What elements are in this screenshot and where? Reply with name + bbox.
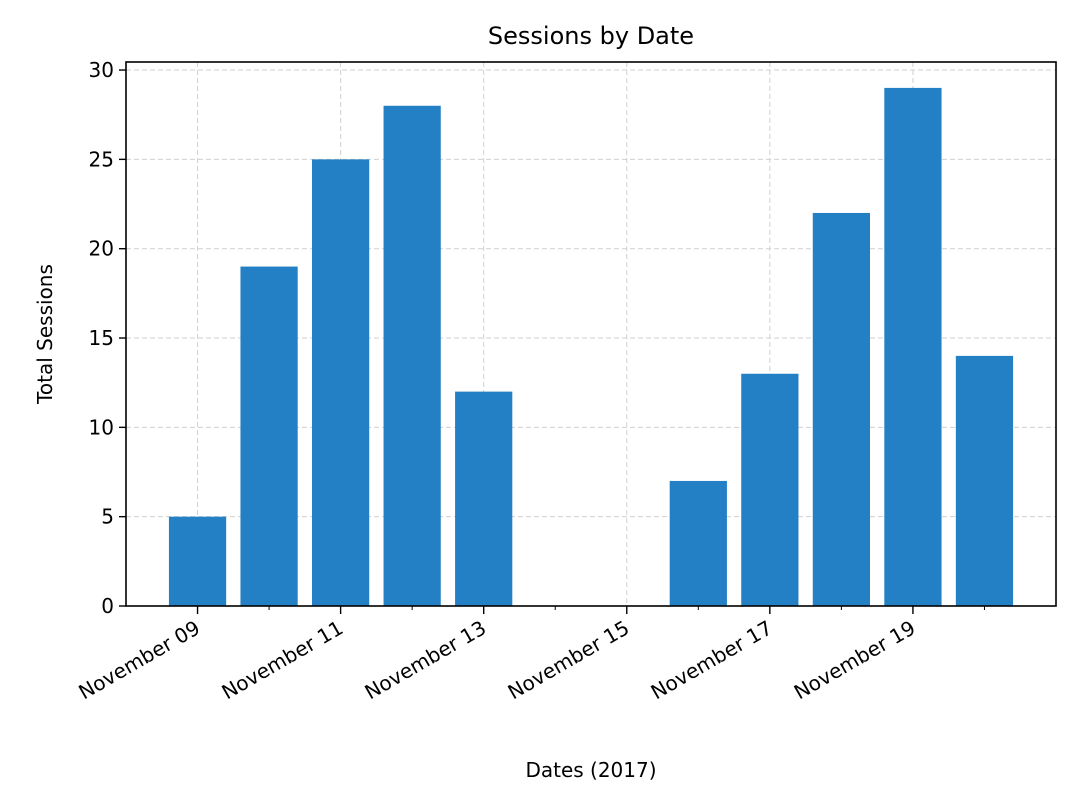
y-tick-label: 20 xyxy=(89,237,114,261)
y-tick-label: 25 xyxy=(89,147,114,171)
bar xyxy=(884,87,942,606)
bar xyxy=(240,266,298,606)
bar xyxy=(955,355,1014,606)
y-tick-label: 15 xyxy=(89,326,114,350)
chart-title: Sessions by Date xyxy=(488,22,694,50)
y-tick-label: 10 xyxy=(89,415,114,439)
bars xyxy=(168,87,1014,607)
y-tick-label: 0 xyxy=(101,594,114,618)
bar xyxy=(812,212,870,607)
plot-frame xyxy=(125,61,1057,607)
y-tick-label: 5 xyxy=(101,505,114,529)
bar xyxy=(455,391,513,606)
bar xyxy=(168,516,227,606)
bar xyxy=(312,159,370,606)
y-axis: 0 5 10 15 20 25 30 xyxy=(89,58,126,618)
y-tick-label: 30 xyxy=(89,58,114,82)
x-axis-label: Dates (2017) xyxy=(525,758,656,782)
bar xyxy=(383,105,441,607)
bar xyxy=(741,373,799,606)
y-axis-label: Total Sessions xyxy=(33,264,57,405)
bar xyxy=(669,480,727,606)
